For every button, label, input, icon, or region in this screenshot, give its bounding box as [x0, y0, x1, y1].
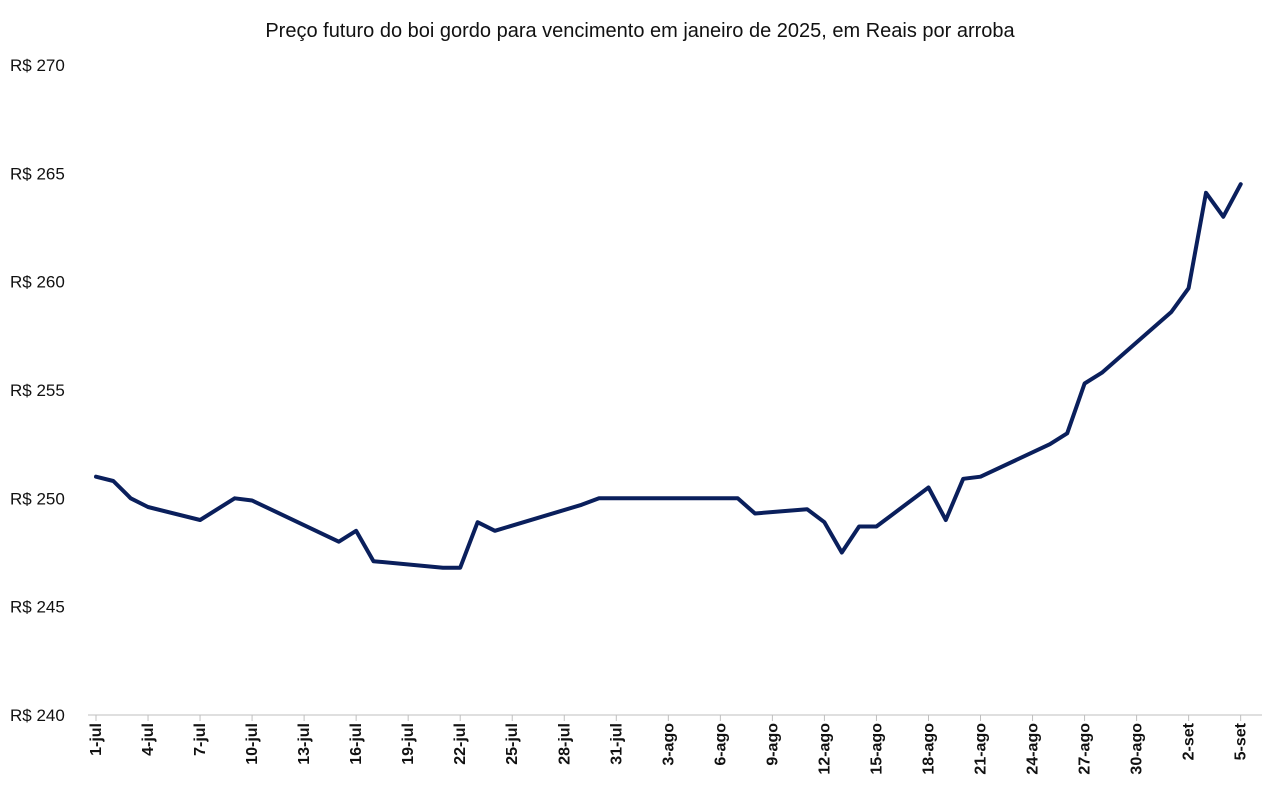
x-tick-label: 5-set: [1233, 722, 1250, 760]
x-tick-label: 13-jul: [296, 723, 313, 765]
x-tick-label: 2-set: [1181, 722, 1198, 760]
x-tick-label: 27-ago: [1077, 723, 1094, 775]
y-axis-labels: R$ 240 R$ 245 R$ 250 R$ 255 R$ 260 R$ 265 R$ 2…: [10, 56, 65, 725]
y-tick-label: R$ 265: [10, 164, 65, 183]
x-tick-label: 22-jul: [452, 723, 469, 765]
x-tick-label: 3-ago: [660, 723, 677, 766]
x-tick-label: 25-jul: [504, 723, 521, 765]
x-tick-label: 18-ago: [920, 723, 937, 775]
series-line: [94, 182, 1243, 570]
x-tick-label: 15-ago: [868, 723, 885, 775]
series-layer: [94, 182, 1243, 570]
x-tick-label: 21-ago: [973, 723, 990, 775]
x-tick-label: 19-jul: [400, 723, 417, 765]
y-tick-label: R$ 240: [10, 706, 65, 725]
x-tick-label: 4-jul: [140, 723, 157, 756]
x-tick-label: 6-ago: [712, 723, 729, 766]
x-tick-label: 7-jul: [192, 723, 209, 756]
y-tick-label: R$ 270: [10, 56, 65, 75]
x-tick-label: 31-jul: [608, 723, 625, 765]
x-tick-label: 1-jul: [88, 723, 105, 756]
x-tick-label: 10-jul: [244, 723, 261, 765]
y-tick-label: R$ 255: [10, 381, 65, 400]
y-tick-label: R$ 245: [10, 598, 65, 617]
x-axis: 1-jul 4-jul 7-jul 10-jul 13-jul 16-jul 19-jul 2…: [88, 714, 1262, 775]
x-tick-label: 12-ago: [816, 723, 833, 775]
x-tick-label: 30-ago: [1129, 723, 1146, 775]
x-tick-label: 9-ago: [764, 723, 781, 766]
y-tick-label: R$ 260: [10, 273, 65, 292]
x-tick-label: 16-jul: [348, 723, 365, 765]
y-tick-label: R$ 250: [10, 489, 65, 508]
chart-title: Preço futuro do boi gordo para venciment…: [265, 20, 1015, 42]
x-tick-label: 28-jul: [556, 723, 573, 765]
x-tick-label: 24-ago: [1025, 723, 1042, 775]
